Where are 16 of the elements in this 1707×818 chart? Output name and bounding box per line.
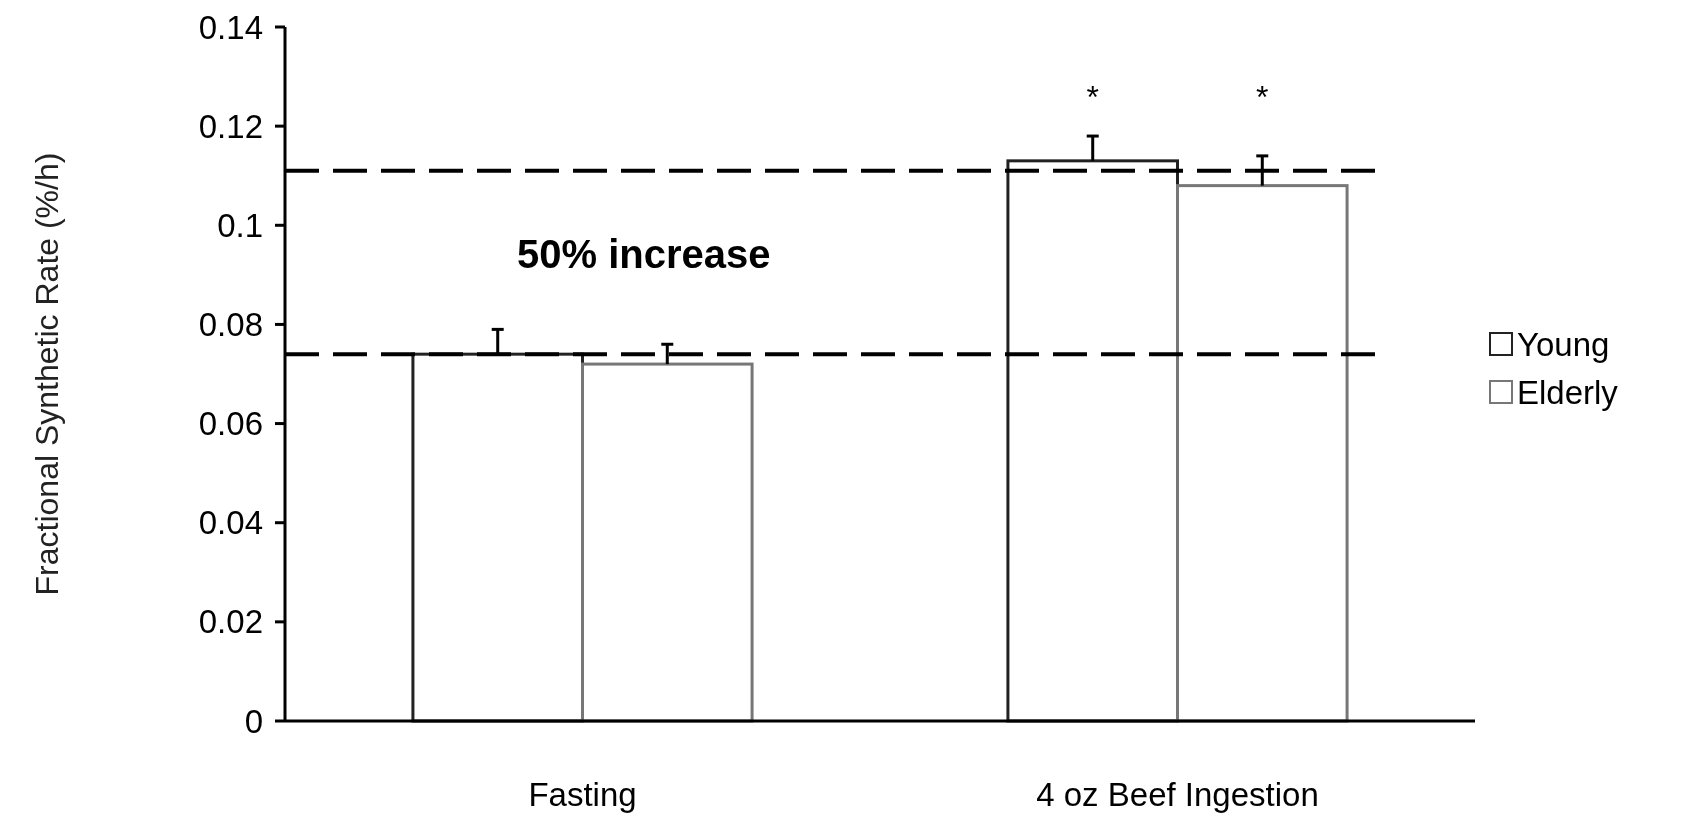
x-tick-label: Fasting [528, 776, 637, 813]
y-tick-label: 0.06 [198, 405, 263, 443]
y-tick-label: 0.1 [217, 206, 263, 244]
y-tick-label: 0.12 [198, 107, 263, 145]
y-tick-label: 0.14 [198, 8, 263, 46]
annotation: * [1256, 79, 1269, 115]
legend-label: Young [1517, 325, 1610, 363]
legend-label: Elderly [1517, 373, 1619, 411]
y-tick-label: 0.04 [198, 504, 263, 542]
y-tick-label: 0.02 [198, 603, 263, 641]
x-tick-label: 4 oz Beef Ingestion [1036, 776, 1319, 813]
annotation: * [1086, 79, 1099, 115]
y-tick-label: 0.08 [198, 305, 263, 343]
y-tick-label: 0 [244, 702, 263, 740]
annotation: 50% increase [517, 232, 771, 276]
y-axis-title: Fractional Synthetic Rate (%/h) [29, 152, 65, 596]
